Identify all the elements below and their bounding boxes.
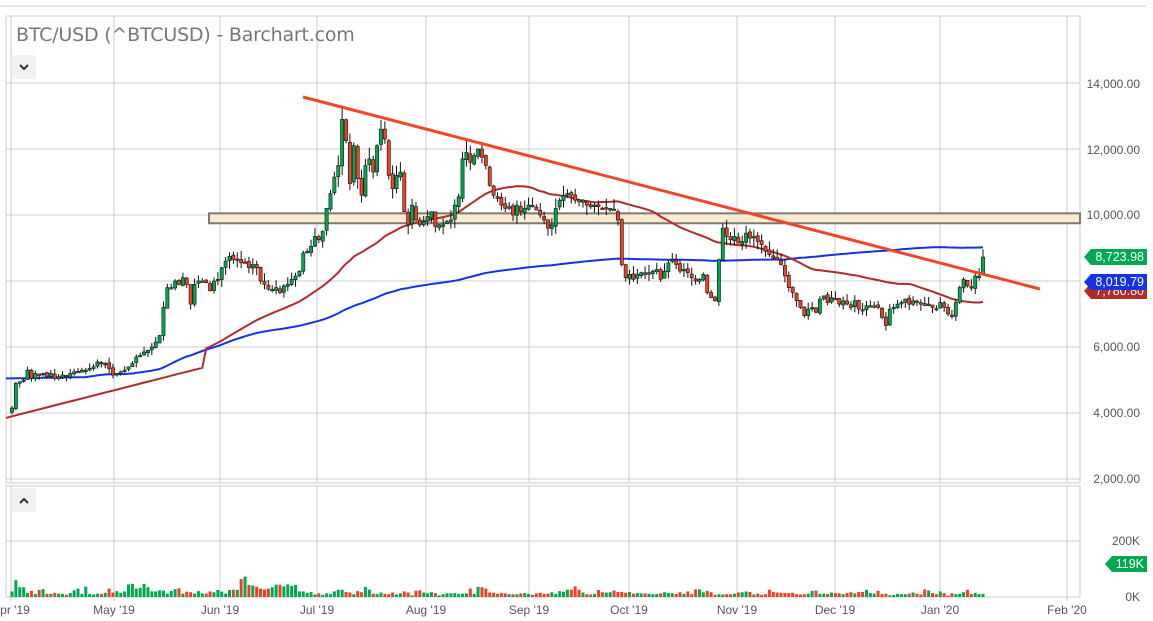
volume-tick: 200K [1111, 534, 1140, 548]
date-tick: May '19 [93, 603, 135, 617]
date-tick: Dec '19 [814, 603, 856, 617]
price-tick: 2,000.00 [1093, 472, 1140, 486]
price-tick: 12,000.00 [1086, 143, 1140, 157]
date-tick: Jul '19 [299, 603, 335, 617]
grid-lines [0, 5, 1146, 601]
chevron-up-icon [19, 497, 29, 504]
price-tick: 14,000.00 [1086, 77, 1140, 91]
date-tick: Aug '19 [405, 603, 447, 617]
date-tick: Sep '19 [508, 603, 550, 617]
date-tick: Jun '19 [200, 603, 240, 617]
downtrend-line [302, 95, 1041, 291]
price-tick: 4,000.00 [1093, 406, 1140, 420]
volume-tick: 0K [1125, 590, 1140, 604]
moving-averages [5, 185, 984, 419]
volume-badge: 119K [1104, 556, 1147, 572]
date-tick: Oct '19 [610, 603, 648, 617]
collapse-price-panel-button[interactable] [12, 55, 36, 79]
collapse-volume-panel-button[interactable] [12, 488, 36, 512]
price-tick: 10,000.00 [1086, 208, 1140, 222]
date-tick: Nov '19 [716, 603, 758, 617]
resistance-zone [208, 212, 1081, 225]
price-tick: 6,000.00 [1093, 340, 1140, 354]
chevron-down-icon [19, 63, 29, 70]
last-price-badge: 8,723.98 [1084, 249, 1147, 265]
date-tick: Jan '20 [920, 603, 960, 617]
chart-title: BTC/USD (^BTCUSD) - Barchart.com [16, 24, 355, 46]
date-tick: Apr '19 [0, 603, 30, 617]
volume-bars [10, 576, 985, 597]
candlesticks [10, 107, 985, 415]
date-tick: Feb '20 [1047, 603, 1087, 617]
long-ma-badge: 8,019.79 [1084, 274, 1147, 290]
